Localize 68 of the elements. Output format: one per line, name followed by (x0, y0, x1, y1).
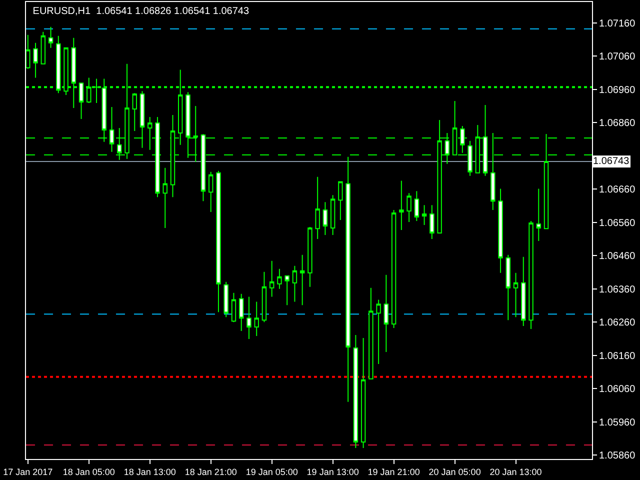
y-tick-label: 1.05860 (599, 450, 636, 462)
candlestick (513, 272, 518, 318)
x-tick-label: 18 Jan 13:00 (124, 466, 176, 477)
candlestick (414, 190, 420, 222)
y-tick-label: 1.06860 (599, 118, 636, 130)
candlestick (322, 202, 328, 236)
y-tick-label: 1.06460 (599, 251, 636, 262)
candlestick (262, 271, 267, 323)
x-tick-label: 19 Jan 21:00 (368, 466, 420, 477)
x-tick-label: 20 Jan 05:00 (428, 466, 481, 477)
x-tick-label: 18 Jan 21:00 (184, 466, 237, 477)
candlestick (330, 194, 336, 236)
y-tick-label: 1.06360 (599, 284, 636, 296)
candlestick (315, 176, 320, 240)
candlestick (384, 274, 389, 352)
candlestick (109, 106, 114, 152)
candlestick (506, 254, 511, 321)
candlestick (399, 180, 404, 230)
candlestick (254, 301, 259, 337)
candlestick (40, 31, 46, 64)
candlestick (300, 254, 305, 306)
candlestick (26, 34, 30, 70)
y-tick-label: 1.06660 (599, 184, 636, 196)
y-tick-label: 1.06260 (599, 318, 636, 329)
candlestick (346, 156, 350, 402)
candlestick (269, 260, 274, 298)
y-tick-label: 1.06060 (599, 384, 636, 396)
candlestick (360, 338, 366, 449)
candlestick (536, 188, 542, 242)
candlestick (308, 226, 312, 288)
candlestick (368, 287, 374, 380)
candlestick (376, 299, 381, 364)
candlestick (224, 281, 228, 318)
y-tick-label: 1.07060 (599, 52, 636, 63)
candlestick (246, 296, 252, 340)
candlestick (132, 92, 137, 132)
x-tick-label: 20 Jan 13:00 (490, 466, 542, 477)
candlestick (284, 275, 290, 306)
candlestick (391, 210, 396, 329)
x-tick-label: 19 Jan 13:00 (306, 466, 359, 477)
candlestick (33, 42, 38, 78)
y-tick-label: 1.07160 (599, 18, 636, 30)
candlestick (521, 256, 526, 327)
candlestick (498, 188, 503, 274)
candlestick (208, 171, 214, 213)
x-tick-label: 18 Jan 05:00 (62, 466, 115, 477)
candlestick (430, 204, 434, 240)
candlestick (338, 181, 343, 221)
ref-line-label: 1.06743 (593, 156, 630, 167)
y-tick-label: 1.06960 (599, 84, 636, 96)
candlestick (277, 268, 282, 290)
candlestick (528, 220, 534, 330)
candlestick (353, 334, 358, 449)
x-tick-label: 17 Jan 2017 (3, 466, 53, 477)
candlestick (292, 265, 298, 302)
candlestick (162, 167, 168, 229)
y-tick-label: 1.06160 (599, 350, 636, 362)
candlestick (48, 26, 54, 48)
y-tick-label: 1.05960 (599, 417, 636, 428)
candlestick (231, 292, 236, 323)
candlestick (78, 82, 84, 120)
y-tick-label: 1.06560 (599, 218, 636, 229)
chart-title: EURUSD,H1 1.06541 1.06826 1.06541 1.06743 (32, 6, 250, 18)
candlestick (406, 192, 412, 223)
candlestick (216, 170, 221, 313)
candlestick (422, 204, 427, 226)
candlestick (238, 293, 244, 332)
x-tick-label: 19 Jan 05:00 (246, 466, 298, 477)
